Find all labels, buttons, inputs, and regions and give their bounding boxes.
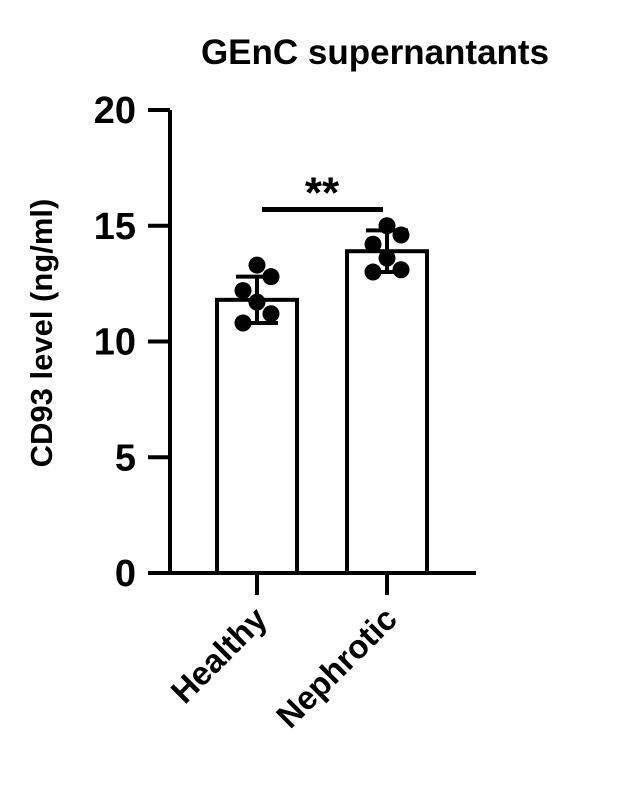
x-tick-label-healthy: Healthy	[163, 599, 274, 710]
data-point	[392, 261, 410, 279]
y-tick-label: 15	[94, 206, 136, 248]
y-tick-label: 0	[115, 553, 136, 595]
data-point	[234, 314, 252, 332]
data-point	[248, 256, 266, 274]
y-tick-label: 10	[94, 322, 136, 364]
data-point	[378, 249, 396, 267]
y-tick-label: 20	[94, 90, 136, 132]
x-tick-label-nephrotic: Nephrotic	[269, 600, 404, 735]
data-point	[262, 305, 280, 323]
data-point	[248, 293, 266, 311]
data-point	[262, 268, 280, 286]
bar-healthy	[215, 297, 299, 575]
y-axis-label: CD93 level (ng/ml)	[24, 199, 59, 468]
data-point	[234, 282, 252, 300]
chart-title: GEnC supernantants	[201, 33, 549, 72]
data-point	[364, 235, 382, 253]
y-tick-label: 5	[115, 437, 136, 479]
data-point	[364, 263, 382, 281]
data-point	[378, 217, 396, 235]
data-point	[392, 226, 410, 244]
significance-label: **	[305, 169, 340, 218]
bar-nephrotic	[345, 249, 429, 575]
